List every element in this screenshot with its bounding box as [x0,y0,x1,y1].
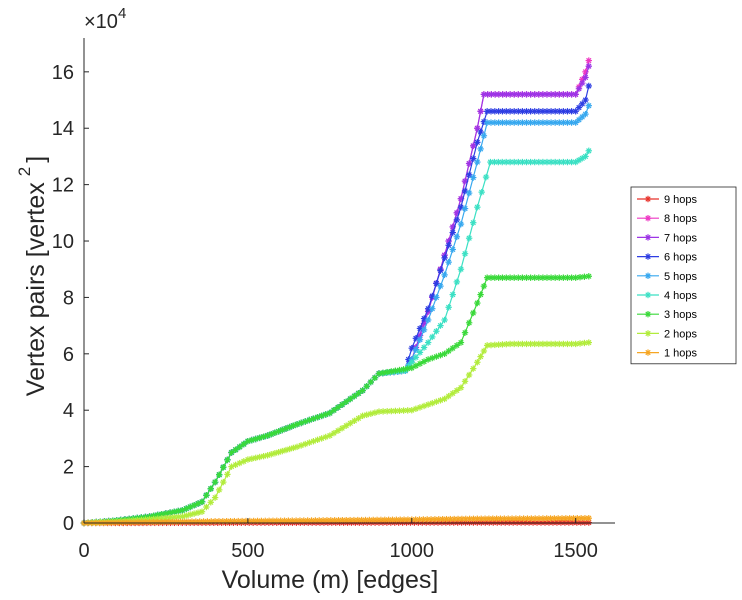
legend-item: 3 hops [637,309,698,321]
series-5-hops [80,102,592,527]
series-8-hops [80,57,592,527]
legend: 9 hops 8 hops 7 hops 6 hops 5 hops 4 hops 3 ho… [630,186,737,365]
legend-label: 8 hops [664,213,698,225]
legend-label: 5 hops [664,271,698,283]
legend-item: 1 hops [637,348,698,360]
series-markers [80,82,592,527]
series-markers [80,102,592,527]
y-tick-label: 8 [63,287,74,309]
legend-item: 6 hops [637,252,698,264]
x-tick-label: 1500 [553,540,598,562]
legend-label: 2 hops [664,328,698,340]
series-markers [80,62,592,527]
legend-item: 9 hops [637,194,698,206]
y-tick-label: 6 [63,344,74,366]
series-4-hops [80,147,592,527]
y-tick-label: 16 [52,62,74,84]
legend-item: 8 hops [637,213,698,225]
svg-text:×104: ×104 [84,5,126,33]
series-markers [80,147,592,527]
axes: 0 500 1000 1500 0 2 4 6 8 10 12 14 16 [52,38,615,562]
y-tick-label: 4 [63,400,74,422]
y-exponent-power: 4 [118,5,126,22]
legend-label: 7 hops [664,232,698,244]
series-markers [80,273,592,527]
legend-item: 7 hops [637,232,698,244]
series-2-hops [80,339,592,527]
legend-label: 6 hops [664,252,698,264]
x-tick-label: 0 [78,540,89,562]
plot-area [80,57,592,527]
legend-item: 4 hops [637,290,698,302]
series-markers [80,339,592,527]
legend-label: 1 hops [664,348,698,360]
legend-label: 9 hops [664,194,698,206]
y-tick-label: 12 [52,175,74,197]
y-exponent-base: ×10 [84,11,118,33]
y-tick-label: 10 [52,231,74,253]
series-7-hops [80,62,592,527]
series-3-hops [80,273,592,527]
y-tick-label: 0 [63,513,74,535]
legend-label: 3 hops [664,309,698,321]
x-tick-label: 1000 [390,540,435,562]
y-tick-label: 2 [63,457,74,479]
y-axis-title: Vertex pairs [vertex [22,182,50,396]
y-axis-title-group: Vertex pairs [vertex 2] [15,156,50,396]
svg-text:Vertex pairs [vertex2]: Vertex pairs [vertex 2] [15,156,50,396]
x-tick-label: 500 [231,540,264,562]
y-axis-title-close: ] [22,156,50,163]
legend-label: 4 hops [664,290,698,302]
series-6-hops [80,82,592,527]
y-axis-title-superscript: 2 [15,167,34,176]
series-markers [80,57,592,527]
legend-item: 2 hops [637,328,698,340]
legend-item: 5 hops [637,271,698,283]
x-axis-title: Volume (m) [edges] [222,566,439,594]
y-tick-label: 14 [52,118,74,140]
